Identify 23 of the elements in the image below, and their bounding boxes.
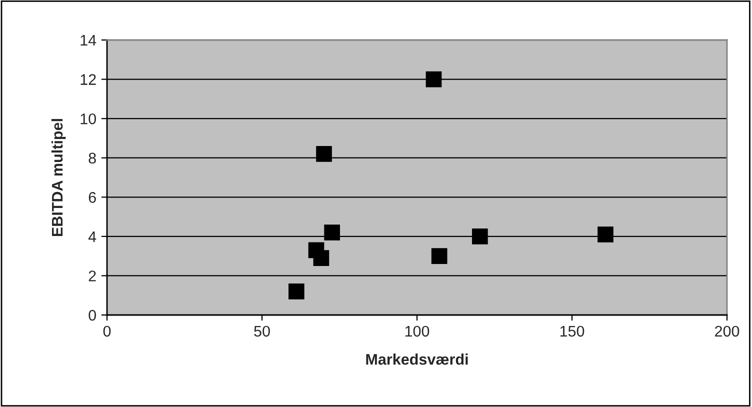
y-tick-label: 6 [88, 192, 96, 203]
y-tick-label: 0 [88, 310, 96, 321]
point [472, 228, 488, 244]
x-tick-label: 50 [254, 326, 270, 337]
point [426, 71, 442, 88]
y-tick-label: 14 [80, 35, 96, 46]
x-tick-label: 0 [103, 326, 111, 337]
x-tick-label: 200 [715, 326, 740, 337]
y-tick-label: 2 [88, 270, 96, 282]
y-tick-label: 10 [80, 113, 96, 124]
x-tick-label: 100 [405, 326, 430, 337]
y-tick-label: 8 [88, 152, 96, 164]
point [316, 146, 332, 162]
point [598, 226, 614, 242]
point [324, 224, 340, 240]
point [431, 248, 448, 264]
y-tick-label: 4 [88, 231, 96, 242]
x-axis-title: Markedsværdi [366, 354, 468, 365]
point [313, 250, 330, 266]
point [288, 284, 304, 300]
y-axis-title: EBITDA multipel [51, 119, 66, 236]
y-tick-label: 12 [80, 74, 96, 85]
x-tick-label: 150 [560, 326, 584, 337]
